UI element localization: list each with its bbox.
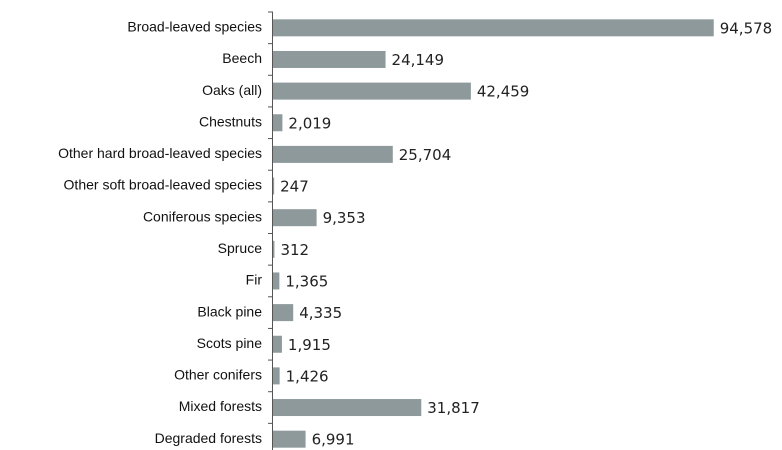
value-label: 4,335 — [299, 304, 342, 322]
bar — [273, 335, 282, 353]
bar — [273, 50, 386, 68]
category-label: Scots pine — [197, 335, 263, 351]
value-label: 2,019 — [288, 114, 331, 132]
value-label: 1,426 — [286, 367, 329, 385]
category-label: Black pine — [197, 303, 262, 319]
value-label: 9,353 — [323, 209, 366, 227]
bar — [273, 114, 283, 132]
bar — [273, 19, 714, 37]
bar — [273, 367, 280, 385]
value-label: 24,149 — [392, 51, 445, 69]
value-label: 1,915 — [288, 336, 331, 354]
bar — [273, 82, 471, 100]
category-label: Chestnuts — [199, 113, 262, 129]
value-label: 247 — [280, 178, 309, 196]
value-label: 312 — [280, 241, 309, 259]
bar — [273, 145, 393, 163]
bar — [273, 177, 275, 195]
value-label: 1,365 — [285, 272, 328, 290]
category-label: Oaks (all) — [202, 82, 262, 98]
value-label: 42,459 — [477, 83, 530, 101]
bar — [273, 240, 275, 258]
category-label: Degraded forests — [155, 430, 262, 446]
category-label: Other conifers — [174, 367, 262, 383]
bar — [273, 399, 422, 417]
category-label: Fir — [246, 272, 263, 288]
value-label: 6,991 — [312, 431, 355, 449]
bar — [273, 209, 317, 227]
category-label: Other soft broad-leaved species — [64, 177, 262, 193]
value-label: 94,578 — [720, 19, 773, 37]
category-label: Mixed forests — [179, 398, 262, 414]
category-label: Spruce — [218, 240, 263, 256]
bar — [273, 272, 280, 290]
category-label: Broad-leaved species — [127, 19, 262, 35]
category-label: Other hard broad-leaved species — [58, 145, 262, 161]
category-label: Beech — [222, 50, 262, 66]
value-label: 31,817 — [427, 399, 480, 417]
category-label: Coniferous species — [143, 208, 262, 224]
bar — [273, 430, 306, 448]
bar — [273, 304, 294, 322]
value-label: 25,704 — [399, 146, 452, 164]
